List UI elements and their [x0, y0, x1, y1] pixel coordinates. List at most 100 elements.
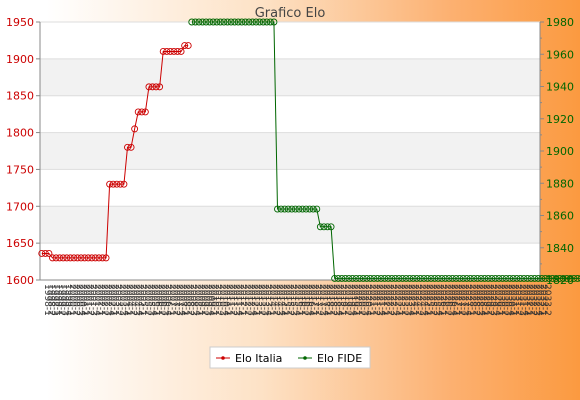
x-tick-label: 2011-3 [231, 284, 241, 316]
x-tick-label: 2024-4 [420, 284, 430, 316]
elo-italia-point [102, 254, 110, 262]
x-tick-label: 2028-3 [474, 284, 484, 316]
elo-fide-point [224, 18, 231, 26]
elo-fide-point [252, 18, 260, 26]
x-tick-label: 2018-3 [331, 284, 341, 316]
elo-fide-point [370, 274, 378, 282]
x-tick-label: 2019-4 [349, 284, 359, 316]
x-tick-label: 2029-2 [485, 284, 495, 316]
elo-fide-point [188, 18, 196, 26]
elo-fide-point [527, 274, 535, 282]
left-tick-label: 1650 [6, 237, 34, 250]
elo-fide-point [434, 274, 442, 282]
x-tick-label: 2027-4 [463, 284, 473, 316]
x-tick-label: 2008-3 [188, 284, 198, 316]
elo-fide-point [284, 205, 292, 213]
right-tick-label: 1880 [546, 177, 574, 190]
elo-fide-point [374, 274, 381, 282]
elo-italia-point [77, 254, 85, 262]
x-tick-label: 1998-1 [42, 284, 52, 316]
x-tick-label: 2015-4 [292, 284, 302, 316]
elo-fide-point [363, 274, 371, 282]
elo-fide-point [477, 274, 485, 282]
left-tick-label: 1700 [6, 200, 34, 213]
x-tick-label: 2027-3 [460, 284, 470, 316]
x-tick-label: 2029-4 [492, 284, 502, 316]
elo-fide-point [520, 274, 528, 282]
x-tick-label: 2015-3 [288, 284, 298, 316]
elo-italia-point [166, 48, 174, 55]
elo-italia-series [38, 42, 192, 262]
grid-band [40, 206, 540, 244]
x-tick-label: 2010-4 [220, 284, 230, 316]
elo-fide-point [277, 205, 285, 213]
legend: Elo Italia Elo FIDE [209, 346, 371, 369]
elo-fide-point [291, 205, 299, 213]
x-tick-label: 2027-1 [453, 284, 463, 316]
elo-fide-point [381, 274, 389, 282]
elo-fide-point [191, 18, 199, 26]
elo-italia-point [74, 254, 81, 262]
elo-italia-point [45, 250, 53, 257]
elo-italia-point [66, 254, 74, 262]
left-tick-label: 1600 [6, 274, 34, 287]
x-tick-label: 2003-4 [120, 284, 130, 316]
elo-italia-point [41, 250, 49, 257]
elo-fide-point [534, 274, 542, 282]
elo-fide-point [420, 274, 428, 282]
right-tick-label: 1980 [546, 16, 574, 29]
elo-fide-point [516, 274, 524, 282]
x-tick-label: 2025-1 [424, 284, 434, 316]
x-tick-label: 2002-4 [106, 284, 116, 316]
x-tick-label: 2022-2 [385, 284, 395, 316]
elo-fide-point [209, 18, 217, 26]
elo-italia-point [177, 48, 185, 55]
x-tick-label: 2030-1 [495, 284, 505, 316]
x-tick-label: 2007-2 [170, 284, 180, 316]
x-tick-label: 2009-1 [195, 284, 205, 316]
x-tick-label: 2032-4 [535, 284, 545, 316]
elo-fide-point [495, 274, 503, 282]
x-tick-label: 2015-2 [285, 284, 295, 316]
elo-fide-point [345, 274, 353, 282]
x-tick-label: 2017-4 [320, 284, 330, 316]
elo-italia-point [152, 83, 160, 91]
elo-fide-point [266, 18, 274, 26]
elo-fide-point [531, 274, 539, 282]
x-tick-label: 2025-3 [431, 284, 441, 316]
x-tick-label: 2003-2 [113, 284, 123, 316]
elo-fide-series-line [191, 21, 580, 279]
elo-fide-point [563, 274, 571, 282]
elo-fide-point [559, 274, 567, 282]
x-tick-label: 2029-3 [488, 284, 498, 316]
elo-fide-point [524, 274, 531, 282]
x-tick-label: 2016-2 [299, 284, 309, 316]
x-tick-label: 2023-1 [395, 284, 405, 316]
elo-fide-point [216, 18, 224, 26]
elo-fide-point [256, 18, 264, 26]
elo-fide-point [299, 205, 306, 213]
elo-fide-point [491, 274, 499, 282]
elo-italia-point [138, 108, 146, 116]
elo-fide-point [274, 205, 281, 213]
x-tick-label: 1998-3 [49, 284, 59, 316]
x-tick-label: 2026-1 [438, 284, 448, 316]
elo-italia-point [184, 42, 192, 50]
x-tick-label: 2012-2 [242, 284, 252, 316]
elo-italia-point [49, 254, 56, 262]
x-tick-label: 2009-4 [206, 284, 216, 316]
elo-fide-point [481, 274, 489, 282]
x-tick-label: 2016-1 [295, 284, 305, 316]
elo-fide-point [202, 18, 210, 26]
x-tick-label: 2006-3 [160, 284, 170, 316]
x-tick-label: 2021-3 [374, 284, 384, 316]
elo-italia-point [63, 254, 71, 262]
elo-italia-point [38, 250, 46, 257]
elo-fide-point [541, 274, 549, 282]
left-tick-label: 1900 [6, 53, 34, 66]
x-tick-label: 2010-3 [217, 284, 227, 316]
x-tick-label: 2007-1 [167, 284, 177, 316]
elo-fide-point [409, 274, 417, 282]
elo-italia-point [113, 180, 121, 188]
x-tick-label: 2017-3 [317, 284, 327, 316]
